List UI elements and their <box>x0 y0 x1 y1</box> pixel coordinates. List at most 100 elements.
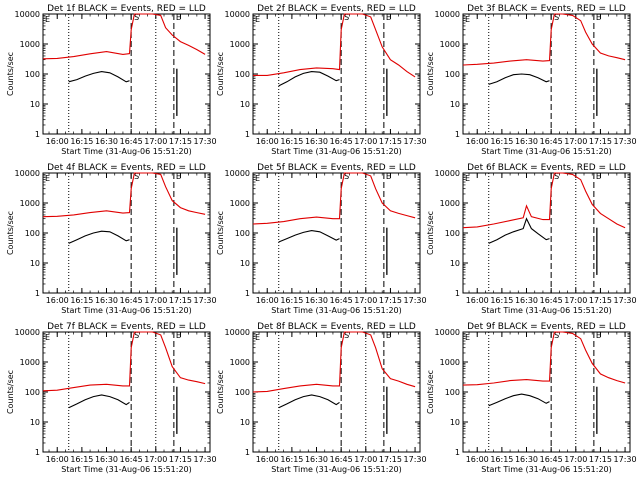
y-tick-label: 1000 <box>20 40 40 49</box>
start-marker-label: S <box>344 172 349 181</box>
y-tick-label: 1 <box>455 289 460 298</box>
x-tick-label: 16:30 <box>305 137 328 146</box>
plot-frame <box>462 172 631 294</box>
x-tick-label: 16:00 <box>46 296 69 305</box>
start-marker-label: S <box>554 13 559 22</box>
panel-det-4: Det 4f BLACK = Events, RED = LLD 1 10 100 10… <box>6 163 217 315</box>
x-tick-label: 17:30 <box>404 296 427 305</box>
y-tick-label: 10 <box>450 418 460 427</box>
end-marker-label: E <box>596 13 601 22</box>
x-tick-label: 17:00 <box>354 455 377 464</box>
end-marker-label: E <box>386 172 391 181</box>
y-tick-label: 10000 <box>435 10 460 19</box>
y-tick-label: 10 <box>30 259 40 268</box>
x-tick-label: 16:15 <box>70 296 93 305</box>
y-tick-label: 1000 <box>230 358 250 367</box>
y-tick-label: 1 <box>35 448 40 457</box>
plot-frame <box>42 172 211 294</box>
y-axis-label: Counts/sec <box>6 370 15 414</box>
events-series-line <box>278 230 340 243</box>
x-tick-label: 17:30 <box>404 455 427 464</box>
x-tick-label: 17:15 <box>379 296 402 305</box>
y-tick-label: 10000 <box>435 169 460 178</box>
plot-frame <box>462 13 631 135</box>
x-tick-label: 16:15 <box>490 296 513 305</box>
x-tick-label: 17:30 <box>614 296 637 305</box>
lld-series-line <box>462 13 626 66</box>
y-axis-label: Counts/sec <box>216 52 225 96</box>
x-tick-label: 17:00 <box>564 137 587 146</box>
x-tick-label: 16:30 <box>305 455 328 464</box>
x-tick-label: 17:30 <box>404 137 427 146</box>
panel-det-2: Det 2f BLACK = Events, RED = LLD 1 10 100 10… <box>216 4 427 156</box>
y-tick-label: 100 <box>445 70 460 79</box>
lld-series-line <box>42 13 206 60</box>
x-tick-label: 16:00 <box>466 137 489 146</box>
x-axis-label: Start Time (31-Aug-06 15:51:20) <box>61 465 192 474</box>
left-corner-marker: E <box>45 333 50 342</box>
x-tick-label: 16:00 <box>46 137 69 146</box>
panel-det-1: Det 1f BLACK = Events, RED = LLD 1 10 100 10… <box>6 4 217 156</box>
y-tick-label: 100 <box>445 388 460 397</box>
lld-series-line <box>462 172 626 229</box>
left-corner-marker: E <box>255 333 260 342</box>
y-tick-label: 100 <box>25 70 40 79</box>
y-tick-label: 1 <box>245 130 250 139</box>
x-tick-label: 17:00 <box>354 137 377 146</box>
y-tick-label: 100 <box>445 229 460 238</box>
panel-det-3: Det 3f BLACK = Events, RED = LLD 1 10 100 10… <box>426 4 637 156</box>
y-tick-label: 1000 <box>440 358 460 367</box>
left-corner-marker: E <box>465 15 470 24</box>
y-tick-label: 1 <box>35 289 40 298</box>
y-tick-label: 10000 <box>225 169 250 178</box>
x-tick-label: 17:30 <box>614 137 637 146</box>
end-marker-label: E <box>596 331 601 340</box>
lld-series-line <box>42 172 206 218</box>
left-corner-marker: E <box>45 15 50 24</box>
x-tick-label: 16:00 <box>46 455 69 464</box>
y-tick-label: 1 <box>245 289 250 298</box>
y-tick-label: 10 <box>30 418 40 427</box>
y-axis-label: Counts/sec <box>426 52 435 96</box>
y-tick-label: 10000 <box>435 328 460 337</box>
y-axis-label: Counts/sec <box>216 211 225 255</box>
x-tick-label: 16:45 <box>120 455 143 464</box>
plot-frame <box>42 331 211 453</box>
x-tick-label: 17:15 <box>589 296 612 305</box>
x-tick-label: 16:45 <box>120 137 143 146</box>
y-tick-label: 1000 <box>20 358 40 367</box>
x-tick-label: 16:30 <box>515 296 538 305</box>
events-series-line <box>68 230 130 244</box>
y-axis-label: Counts/sec <box>6 52 15 96</box>
panel-title: Det 4f BLACK = Events, RED = LLD <box>47 163 206 173</box>
panel-title: Det 1f BLACK = Events, RED = LLD <box>47 4 206 14</box>
start-marker-label: S <box>554 172 559 181</box>
x-tick-label: 16:15 <box>280 296 303 305</box>
y-tick-label: 10000 <box>225 328 250 337</box>
x-tick-label: 16:30 <box>515 137 538 146</box>
panel-title: Det 9f BLACK = Events, RED = LLD <box>467 322 626 332</box>
x-tick-label: 17:00 <box>354 296 377 305</box>
events-series-line <box>68 394 130 409</box>
x-tick-label: 16:00 <box>256 296 279 305</box>
y-tick-label: 100 <box>235 70 250 79</box>
x-tick-label: 16:30 <box>95 137 118 146</box>
x-axis-label: Start Time (31-Aug-06 15:51:20) <box>61 147 192 156</box>
x-axis-label: Start Time (31-Aug-06 15:51:20) <box>271 465 402 474</box>
left-corner-marker: E <box>255 15 260 24</box>
x-tick-label: 16:30 <box>95 455 118 464</box>
lld-series-line <box>252 331 416 393</box>
events-series-line <box>488 393 550 407</box>
x-tick-label: 16:15 <box>490 455 513 464</box>
x-axis-label: Start Time (31-Aug-06 15:51:20) <box>271 306 402 315</box>
x-tick-label: 17:00 <box>564 296 587 305</box>
x-tick-label: 16:00 <box>256 137 279 146</box>
x-tick-label: 16:45 <box>330 137 353 146</box>
panel-title: Det 5f BLACK = Events, RED = LLD <box>257 163 416 173</box>
panel-title: Det 2f BLACK = Events, RED = LLD <box>257 4 416 14</box>
x-tick-label: 17:00 <box>564 455 587 464</box>
lld-series-line <box>42 331 206 392</box>
panel-title: Det 8f BLACK = Events, RED = LLD <box>257 322 416 332</box>
